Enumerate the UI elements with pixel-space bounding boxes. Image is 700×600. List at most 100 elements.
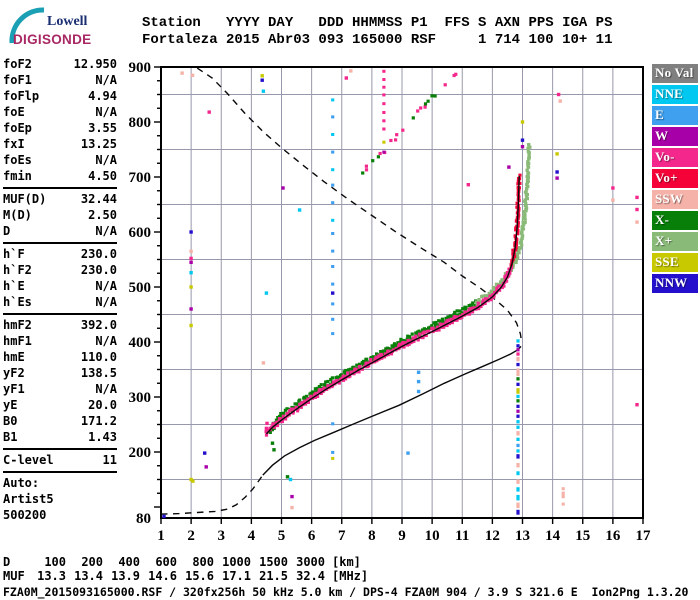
o-mode-trace-dot (514, 248, 518, 252)
param-value: 20.0 (88, 398, 117, 412)
interference-segment (331, 150, 335, 154)
param-value: 138.5 (80, 366, 117, 380)
x-mode-trace-dot (519, 239, 523, 244)
o-mode-trace-dot (417, 332, 422, 336)
x-mode-trace-dot (471, 301, 475, 305)
second-order-echo-dot (389, 138, 393, 143)
param-label: foEs (3, 153, 32, 167)
interference-segment (331, 450, 335, 454)
o-mode-trace-dot (476, 304, 480, 309)
o-mode-trace-dot (483, 301, 487, 305)
second-order-echo-dot (394, 138, 398, 142)
y-axis-label: 500 (129, 280, 152, 296)
x-axis-label: 15 (575, 528, 590, 544)
x-mode-trace-dot (348, 367, 352, 371)
interference-segment (516, 368, 520, 377)
param-label: h`F2 (3, 263, 32, 277)
interference-segment (516, 443, 520, 448)
scatter-echo-dot (207, 110, 211, 114)
param-value: N/A (95, 153, 117, 167)
second-order-echo-dot (430, 94, 434, 98)
x-axis-label: 7 (338, 528, 346, 544)
o-mode-trace-dot (421, 336, 425, 340)
x-axis-label: 9 (398, 528, 406, 544)
distance-row: D 100 200 400 600 800 1000 1500 3000 [km] (3, 555, 697, 569)
o-mode-trace-dot (517, 213, 521, 217)
row-value: 3000 (296, 555, 325, 569)
o-mode-trace-dot (444, 320, 448, 324)
x-mode-trace-dot (335, 375, 339, 379)
second-order-echo-dot (433, 94, 437, 98)
param-label: hmE (3, 350, 25, 364)
param-row: MUF(D) 32.44 (3, 191, 117, 207)
x-mode-trace-dot (526, 174, 530, 179)
scatter-echo-dot (331, 291, 335, 295)
x-axis-label: 5 (278, 528, 286, 544)
param-row: foF2 12.950 (3, 56, 117, 72)
x-mode-trace-dot (339, 375, 343, 379)
second-order-echo-dot (361, 171, 365, 175)
o-mode-trace-dot (471, 306, 475, 310)
x-mode-trace-dot (279, 412, 283, 416)
x-mode-trace-dot (424, 327, 428, 332)
x-mode-trace-dot (520, 243, 524, 247)
lowell-digisonde-logo: Lowell DIGISONDE (6, 6, 114, 50)
y-axis-label: 600 (129, 225, 152, 241)
param-label: yF2 (3, 366, 25, 380)
header-values-line: Fortaleza 2015 Abr03 093 165000 RSF 1 71… (142, 32, 613, 48)
x-mode-trace-dot (527, 150, 531, 155)
o-mode-trace-dot (445, 319, 449, 323)
x-mode-trace-dot (523, 217, 527, 221)
x-mode-trace-dot (520, 229, 524, 233)
o-mode-trace-dot (460, 315, 464, 319)
param-label: D (3, 224, 11, 238)
row-unit: [km] (332, 555, 361, 569)
x-mode-trace-dot (406, 334, 410, 338)
scatter-echo-dot (344, 76, 348, 80)
x-mode-trace-dot (455, 309, 459, 313)
second-order-echo-dot (411, 116, 415, 120)
x-mode-trace-dot (452, 313, 456, 317)
interference-segment (382, 140, 386, 144)
o-mode-trace-dot (289, 407, 293, 411)
o-mode-trace-dot (441, 322, 445, 326)
x-mode-trace-dot (494, 282, 499, 286)
o-mode-trace-dot (516, 224, 520, 228)
scatter-echo-dot (416, 379, 421, 384)
o-mode-trace-dot (331, 380, 336, 384)
o-mode-trace-dot (277, 417, 282, 421)
row-value: 14.6 (148, 569, 177, 583)
param-label: yF1 (3, 382, 25, 396)
x-mode-trace-dot (525, 206, 529, 210)
interference-segment (516, 449, 520, 453)
param-row: hmE 110.0 (3, 349, 117, 365)
param-row: M(D) 2.50 (3, 207, 117, 223)
scatter-echo-dot (558, 99, 562, 103)
o-mode-trace-dot (314, 391, 318, 395)
x-mode-trace-dot (461, 307, 465, 311)
legend-item-nnw: NNW (652, 274, 698, 293)
param-group-divider (3, 471, 117, 473)
o-mode-trace-dot (313, 395, 317, 399)
o-mode-trace-dot (319, 391, 323, 395)
x-mode-trace-dot (524, 203, 528, 208)
x-mode-trace-dot (347, 368, 351, 372)
row-label: D (3, 555, 11, 569)
param-footer-line: 500200 (3, 507, 117, 523)
param-row: yF2 138.5 (3, 365, 117, 381)
second-order-echo-dot (426, 99, 430, 103)
legend-item-vo-: Vo- (652, 148, 698, 167)
x-mode-trace-dot (522, 210, 526, 214)
o-mode-trace-dot (517, 207, 521, 211)
scatter-echo-dot (285, 475, 290, 479)
legend-item-no-val: No Val (652, 64, 698, 83)
param-row: h`F2 230.0 (3, 262, 117, 278)
o-mode-trace-dot (367, 364, 371, 368)
x-axis-label: 10 (425, 528, 440, 544)
scatter-echo-dot (556, 92, 561, 97)
scatter-echo-dot (520, 138, 525, 142)
logo-line2: DIGISONDE (13, 32, 91, 47)
x-mode-trace-dot (525, 186, 529, 190)
scatter-echo-dot (635, 220, 639, 224)
o-mode-trace-dot (442, 325, 446, 329)
